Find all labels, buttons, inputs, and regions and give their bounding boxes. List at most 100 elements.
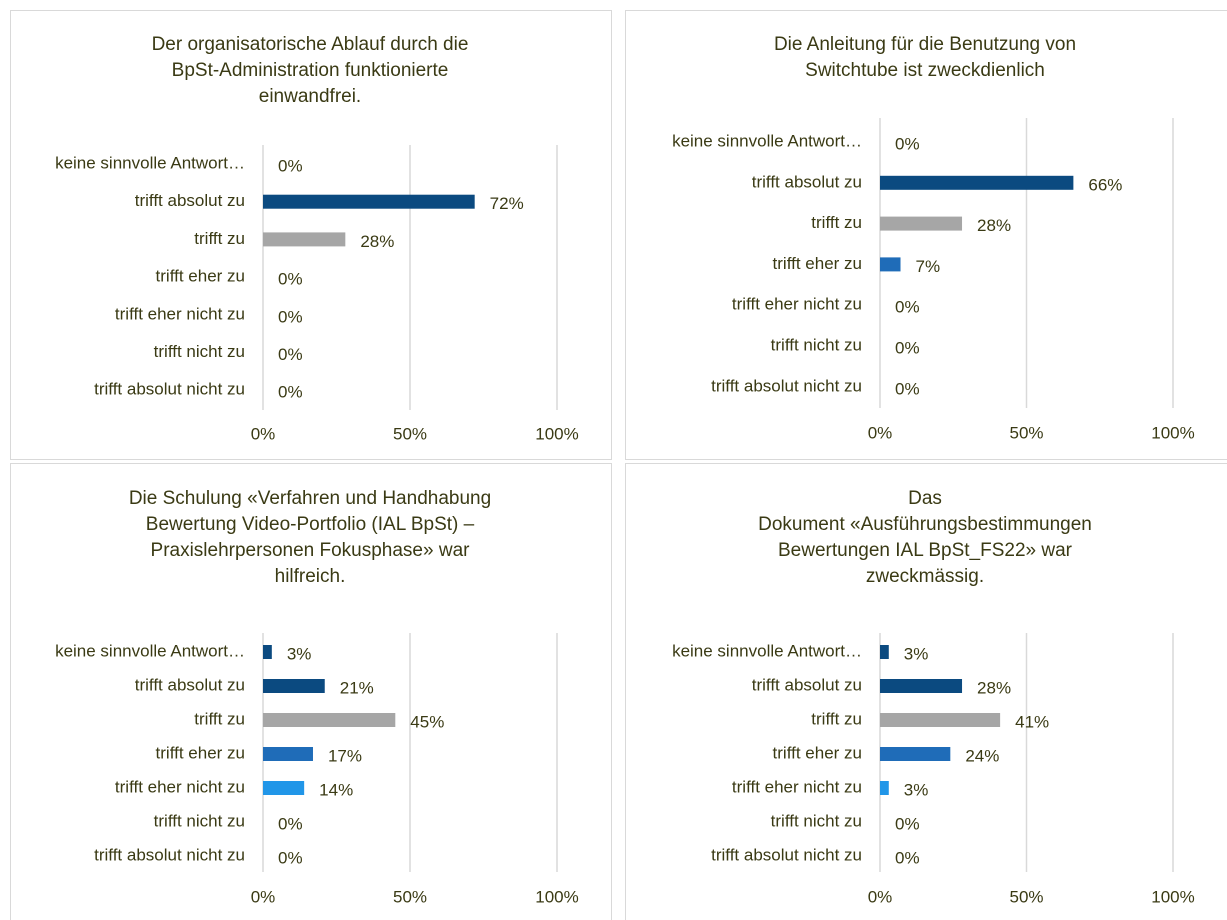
chart-title: Das xyxy=(908,488,942,509)
category-label: trifft eher zu xyxy=(156,743,245,762)
x-tick-label: 100% xyxy=(1151,423,1194,442)
category-label: trifft absolut zu xyxy=(752,675,862,694)
category-label: keine sinnvolle Antwort… xyxy=(672,641,862,660)
chart-title: Der organisatorische Ablauf durch die xyxy=(152,34,469,55)
x-tick-label: 100% xyxy=(535,887,578,906)
value-label: 0% xyxy=(895,134,920,153)
value-label: 24% xyxy=(965,746,999,765)
value-label: 0% xyxy=(278,814,303,833)
category-label: trifft nicht zu xyxy=(154,811,245,830)
bar xyxy=(263,645,272,659)
bar xyxy=(880,216,963,231)
value-label: 7% xyxy=(916,257,941,276)
bar xyxy=(263,747,313,761)
category-label: trifft zu xyxy=(811,709,862,728)
chart-title: BpSt-Administration funktionierte xyxy=(172,60,449,81)
chart-title: Switchtube ist zweckdienlich xyxy=(805,60,1045,81)
value-label: 45% xyxy=(410,712,444,731)
bar xyxy=(263,781,305,795)
category-label: trifft absolut zu xyxy=(135,675,245,694)
x-tick-label: 50% xyxy=(393,887,427,906)
chart-title: Bewertung Video-Portfolio (IAL BpSt) – xyxy=(146,514,475,535)
bar xyxy=(880,713,1001,727)
value-label: 28% xyxy=(977,216,1011,235)
category-label: trifft absolut zu xyxy=(135,191,245,210)
category-label: keine sinnvolle Antwort… xyxy=(55,153,245,172)
category-label: trifft nicht zu xyxy=(771,335,862,354)
x-tick-label: 0% xyxy=(868,423,893,442)
category-label: trifft eher nicht zu xyxy=(732,777,862,796)
bar xyxy=(880,747,951,761)
value-label: 3% xyxy=(904,644,929,663)
chart-title: Die Schulung «Verfahren und Handhabung xyxy=(129,488,491,509)
category-label: keine sinnvolle Antwort… xyxy=(55,641,245,660)
value-label: 28% xyxy=(977,678,1011,697)
x-tick-label: 100% xyxy=(535,424,578,443)
panel xyxy=(625,10,1227,460)
bar xyxy=(880,257,901,272)
x-tick-label: 100% xyxy=(1151,887,1194,906)
category-label: trifft eher zu xyxy=(773,743,862,762)
category-label: trifft absolut nicht zu xyxy=(711,376,862,395)
value-label: 3% xyxy=(904,780,929,799)
value-label: 28% xyxy=(360,232,394,251)
x-tick-label: 0% xyxy=(251,887,276,906)
category-label: trifft zu xyxy=(811,213,862,232)
category-label: trifft zu xyxy=(194,709,245,728)
x-tick-label: 50% xyxy=(1009,423,1043,442)
category-label: trifft eher nicht zu xyxy=(115,304,245,323)
value-label: 66% xyxy=(1088,175,1122,194)
bar xyxy=(263,679,325,693)
category-label: trifft absolut nicht zu xyxy=(711,845,862,864)
value-label: 0% xyxy=(895,814,920,833)
category-label: trifft absolut zu xyxy=(752,172,862,191)
panel xyxy=(10,463,612,920)
bar xyxy=(263,713,396,727)
category-label: trifft eher zu xyxy=(773,254,862,273)
value-label: 0% xyxy=(278,270,303,289)
chart-title: Dokument «Ausführungsbestimmungen xyxy=(758,514,1092,535)
category-label: keine sinnvolle Antwort… xyxy=(672,131,862,150)
bar xyxy=(880,679,963,693)
value-label: 21% xyxy=(340,678,374,697)
value-label: 0% xyxy=(895,298,920,317)
chart-title: Die Anleitung für die Benutzung von xyxy=(774,34,1076,55)
value-label: 41% xyxy=(1015,712,1049,731)
value-label: 0% xyxy=(278,383,303,402)
category-label: trifft eher zu xyxy=(156,267,245,286)
value-label: 0% xyxy=(895,338,920,357)
bar xyxy=(880,175,1074,190)
chart-title: zweckmässig. xyxy=(866,566,984,587)
category-label: trifft zu xyxy=(194,229,245,248)
value-label: 0% xyxy=(895,379,920,398)
chart-title: einwandfrei. xyxy=(259,86,361,107)
x-tick-label: 50% xyxy=(393,424,427,443)
value-label: 0% xyxy=(278,848,303,867)
value-label: 14% xyxy=(319,780,353,799)
value-label: 0% xyxy=(278,307,303,326)
category-label: trifft eher nicht zu xyxy=(732,295,862,314)
bar xyxy=(263,232,346,247)
value-label: 0% xyxy=(895,848,920,867)
value-label: 72% xyxy=(490,194,524,213)
bar xyxy=(263,194,475,209)
panel xyxy=(625,463,1227,920)
value-label: 17% xyxy=(328,746,362,765)
value-label: 0% xyxy=(278,345,303,364)
x-tick-label: 50% xyxy=(1009,887,1043,906)
panel xyxy=(10,10,612,460)
chart-title: hilfreich. xyxy=(275,566,346,587)
category-label: trifft nicht zu xyxy=(154,342,245,361)
x-tick-label: 0% xyxy=(251,424,276,443)
x-tick-label: 0% xyxy=(868,887,893,906)
category-label: trifft absolut nicht zu xyxy=(94,845,245,864)
category-label: trifft eher nicht zu xyxy=(115,777,245,796)
category-label: trifft absolut nicht zu xyxy=(94,380,245,399)
value-label: 0% xyxy=(278,156,303,175)
bar xyxy=(880,645,889,659)
bar xyxy=(880,781,889,795)
value-label: 3% xyxy=(287,644,312,663)
chart-title: Praxislehrpersonen Fokusphase» war xyxy=(151,540,471,561)
chart-title: Bewertungen IAL BpSt_FS22» war xyxy=(778,540,1073,561)
